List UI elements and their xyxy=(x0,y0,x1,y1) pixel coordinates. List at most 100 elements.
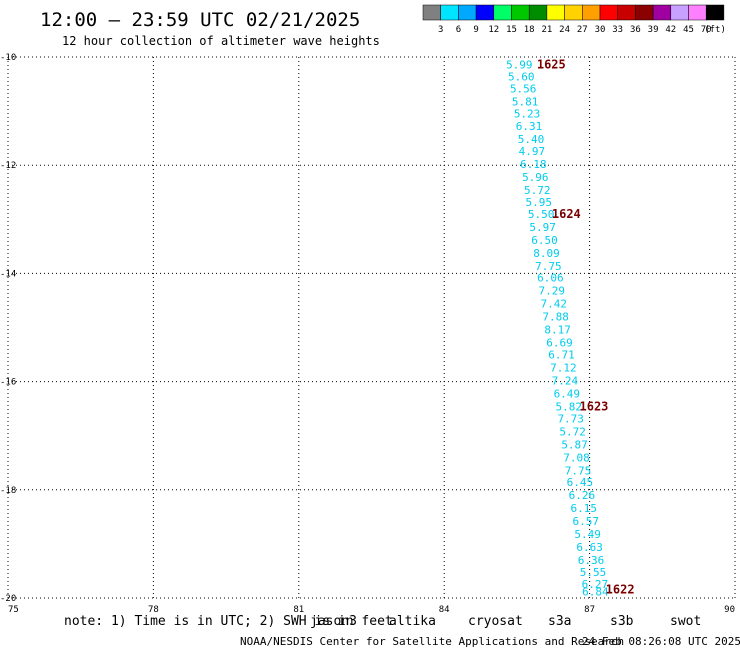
colorbar-swatch xyxy=(564,4,583,21)
colorbar-swatch xyxy=(652,4,672,21)
data-point-label: 5.81 xyxy=(512,95,539,108)
data-point-label: 7.29 xyxy=(539,285,566,298)
data-point-label: 6.27 xyxy=(582,578,609,591)
data-point-label: 5.97 xyxy=(529,221,556,234)
colorbar-label: 30 xyxy=(595,25,606,35)
time-annotation: 1625 xyxy=(537,58,566,72)
colorbar-swatch xyxy=(475,4,495,21)
colorbar-label: 18 xyxy=(524,25,535,35)
data-point-label: 5.96 xyxy=(522,171,549,184)
data-point-label: 7.24 xyxy=(552,375,579,388)
data-point-label: 6.57 xyxy=(572,515,599,528)
colorbar-label: 33 xyxy=(612,25,623,35)
legend: jason3 altika cryosat s3a s3b swot xyxy=(310,614,701,629)
legend-item-s3b: s3b xyxy=(610,614,634,629)
colorbar-label: 42 xyxy=(665,25,676,35)
colorbar-label: 27 xyxy=(577,25,588,35)
data-point-label: 6.50 xyxy=(531,234,558,247)
colorbar-label: 6 xyxy=(456,25,461,35)
x-tick-label: 81 xyxy=(293,605,304,615)
time-annotation: 1624 xyxy=(552,207,581,221)
data-point-label: 6.84 xyxy=(582,586,609,599)
x-tick-label: 78 xyxy=(148,605,159,615)
time-annotation: 1622 xyxy=(606,582,635,596)
chart-title: 12:00 — 23:59 UTC 02/21/2025 xyxy=(40,9,360,31)
colorbar-swatch xyxy=(422,4,441,21)
data-point-label: 6.36 xyxy=(578,554,605,567)
data-point-label: 6.06 xyxy=(537,272,564,285)
colorbar-swatch xyxy=(705,4,725,21)
data-point-label: 8.09 xyxy=(533,247,560,260)
colorbar-label: 39 xyxy=(648,25,659,35)
x-tick-label: 87 xyxy=(584,605,595,615)
colorbar-label: 9 xyxy=(473,25,478,35)
legend-item-jason3: jason3 xyxy=(310,614,357,629)
data-point-label: 5.56 xyxy=(510,82,537,95)
data-point-label: 5.49 xyxy=(574,528,601,541)
data-point-label: 5.60 xyxy=(508,70,535,83)
legend-item-altika: altika xyxy=(389,614,436,629)
data-point-label: 5.23 xyxy=(514,107,541,120)
data-point-label: 6.18 xyxy=(520,158,547,171)
data-point-label: 5.82 xyxy=(556,400,583,413)
colorbar: 3 6 9 12 15 18 21 24 27 30 33 36 39 42 45 70(ft) xyxy=(422,4,726,35)
y-tick-label: -20 xyxy=(0,594,16,604)
colorbar-swatch xyxy=(599,4,618,21)
colorbar-label: 21 xyxy=(541,25,552,35)
data-point-label: 6.31 xyxy=(516,120,543,133)
data-point-label: 6.63 xyxy=(576,541,603,554)
data-point-label: 6.71 xyxy=(548,349,575,362)
data-point-label: 7.08 xyxy=(563,451,590,464)
y-tick-label: -18 xyxy=(0,486,16,496)
x-tick-label: 84 xyxy=(439,605,450,615)
y-tick-label: -16 xyxy=(0,378,16,388)
colorbar-swatch xyxy=(670,4,689,21)
colorbar-label: 3 xyxy=(438,25,443,35)
data-point-label: 5.72 xyxy=(524,184,551,197)
data-point-label: 7.12 xyxy=(550,362,577,375)
axis-ticks: 75 78 81 84 87 90 -10 -12 -14 -16 -18 -20 xyxy=(0,53,735,615)
y-tick-label: -12 xyxy=(0,161,16,171)
grid-lines xyxy=(7,56,736,599)
colorbar-label: 70 xyxy=(701,25,712,35)
colorbar-label: 24 xyxy=(559,25,570,35)
colorbar-label: 36 xyxy=(630,25,641,35)
colorbar-label: 15 xyxy=(506,25,517,35)
y-tick-label: -14 xyxy=(0,269,16,279)
x-tick-label: 90 xyxy=(724,605,735,615)
data-point-label: 5.55 xyxy=(580,566,607,579)
colorbar-label: 12 xyxy=(488,25,499,35)
data-point-label: 6.45 xyxy=(567,476,594,489)
colorbar-swatch xyxy=(528,4,548,21)
colorbar-label: 45 xyxy=(683,25,694,35)
x-tick-label: 75 xyxy=(8,605,19,615)
data-point-label: 7.88 xyxy=(542,311,569,324)
legend-item-cryosat: cryosat xyxy=(468,614,523,629)
data-point-label: 7.75 xyxy=(535,260,562,273)
colorbar-swatch xyxy=(617,4,636,21)
data-point-label: 6.26 xyxy=(569,489,596,502)
data-point-label: 6.49 xyxy=(554,388,581,401)
data-point-label: 6.15 xyxy=(571,502,598,515)
colorbar-swatch xyxy=(511,4,530,21)
data-points: 5.995.605.565.815.236.315.404.976.185.96… xyxy=(506,59,609,599)
data-point-label: 8.17 xyxy=(544,324,571,337)
data-point-label: 4.97 xyxy=(519,145,546,158)
chart-subtitle: 12 hour collection of altimeter wave hei… xyxy=(62,34,380,48)
colorbar-swatch xyxy=(546,4,565,21)
colorbar-swatch xyxy=(493,4,512,21)
data-point-label: 5.50 xyxy=(528,208,555,221)
colorbar-swatch xyxy=(688,4,707,21)
time-annotations: 1625 1624 1623 1622 xyxy=(537,58,635,597)
data-point-label: 7.42 xyxy=(540,298,567,311)
colorbar-swatch xyxy=(635,4,654,21)
colorbar-swatch xyxy=(582,4,601,21)
data-point-label: 5.40 xyxy=(518,133,545,146)
time-annotation: 1623 xyxy=(580,399,609,413)
note-text: note: 1) Time is in UTC; 2) SWH is in fe… xyxy=(64,614,393,629)
credit-text: NOAA/NESDIS Center for Satellite Applica… xyxy=(240,635,624,648)
data-point-label: 5.95 xyxy=(525,196,552,209)
colorbar-unit: (ft) xyxy=(704,25,726,35)
legend-item-swot: swot xyxy=(670,614,701,629)
